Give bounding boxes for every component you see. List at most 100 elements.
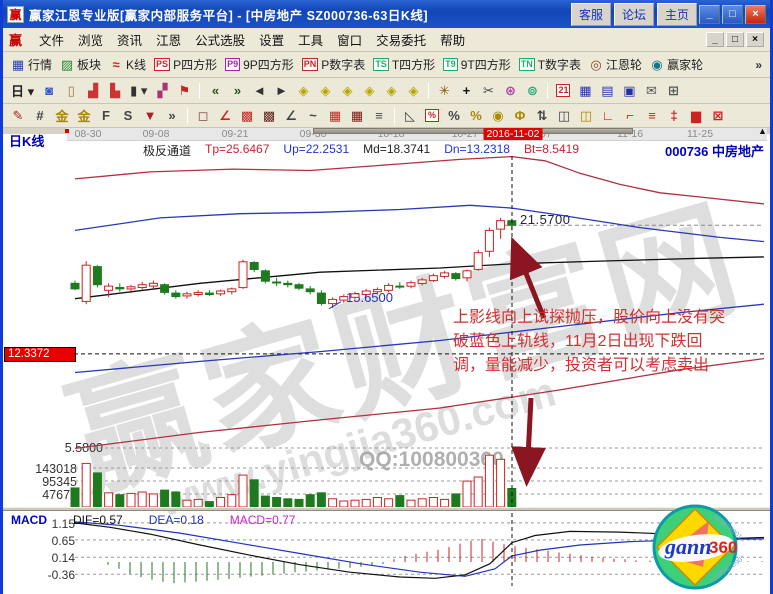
diamond-expand-icon[interactable]: ◈ [402,82,424,100]
multi-line-tool[interactable]: ≡ [641,107,663,124]
marker-tool[interactable]: ▼ [139,107,161,124]
fan-tool[interactable]: ∠ [214,107,236,125]
save-button[interactable]: ▣ [618,82,640,100]
angle-line-tool[interactable]: ∟ [597,107,619,124]
t-number-table-button[interactable]: TN T数字表 [515,55,585,74]
channel-tool[interactable]: ‡ [663,107,685,124]
pen-tool[interactable]: ✎ [7,107,29,125]
nine-t-square-button[interactable]: T9 9T四方形 [439,55,515,74]
menu-资讯[interactable]: 资讯 [117,34,143,48]
p-square-button[interactable]: PS P四方形 [150,55,221,74]
angle-tool[interactable]: ∠ [280,107,302,125]
nine-p-square-button[interactable]: P9 9P四方形 [221,55,298,74]
band-tool[interactable]: ◫ [553,107,575,125]
gann-flower-tool[interactable]: ⊛ [499,82,521,100]
winner-wheel-button[interactable]: ◉ 赢家轮 [646,55,707,74]
next-button[interactable]: ► [270,82,292,99]
menu-浏览[interactable]: 浏览 [78,34,104,48]
hand-tool[interactable]: ✳ [433,82,455,100]
golden-band-tool[interactable]: ◫ [575,107,597,125]
pattern-icon[interactable]: ▞ [151,82,173,100]
diamond-left-icon[interactable]: ◈ [292,82,314,100]
menu-工具[interactable]: 工具 [298,34,324,48]
close-button[interactable]: × [745,4,766,24]
close-box-tool[interactable]: ⊠ [707,107,729,125]
knot-tool[interactable]: ⊚ [521,82,543,100]
diamond-horizontal-icon[interactable]: ◈ [336,82,358,100]
sectors-button[interactable]: ▨ 板块 [56,55,105,74]
forum-button[interactable]: 论坛 [613,2,654,26]
menu-文件[interactable]: 文件 [39,34,65,48]
report-button[interactable]: ▤ [596,82,618,100]
mail-button[interactable]: ✉ [640,82,662,100]
homepage-button[interactable]: 主页 [656,2,697,26]
golden-circle-tool[interactable]: ◉ [487,107,509,125]
mdi-restore-button[interactable]: □ [726,32,744,47]
box-tool[interactable]: ◻ [192,107,214,125]
menu-设置[interactable]: 设置 [259,34,285,48]
clipboard-icon[interactable]: ▯ [60,82,82,100]
title-bar: 赢 赢家江恩专业版[赢家内部服务平台] - [中房地产 SZ000736-63日… [3,0,770,28]
chart-area[interactable]: 赢家财富网 www.yingjia360.com 日K线 08-30 09-08 0… [3,128,770,594]
hatch-tool[interactable]: ≡ [368,107,390,124]
mdi-minimize-button[interactable]: _ [706,32,724,47]
more-draw-tools[interactable]: » [161,107,183,124]
percent-tool[interactable]: % [443,107,465,124]
maximize-button[interactable]: □ [722,4,743,24]
measure-tool[interactable]: ✂ [477,82,499,100]
golden-grid-tool[interactable]: 金 [51,105,73,126]
minimize-button[interactable]: _ [699,4,720,24]
percent-gold-tool[interactable]: % [465,107,487,124]
calculator-button[interactable]: ▦ [574,82,596,100]
t-square-button[interactable]: TS T四方形 [369,55,439,74]
indicator-params: 极反通道 Tp=25.6467 Up=22.2531 Md=18.3741 Dn=13.… [143,142,579,159]
mdi-close-button[interactable]: × [746,32,764,47]
updown-tool[interactable]: ⇅ [531,107,553,125]
zoom-tool-icon[interactable]: ◙ [38,82,60,99]
ruler-tool[interactable]: ◺ [399,107,421,125]
menu-江恩[interactable]: 江恩 [156,34,182,48]
solid-box-tool[interactable]: ▆ [685,107,707,125]
scroll-up-icon[interactable]: ▲ [758,128,767,136]
crosshair-tool[interactable]: + [455,82,477,99]
period-selector[interactable]: 日 ▾ [7,80,38,101]
flag-icon[interactable]: ⚑ [173,82,195,100]
trade-truck-button[interactable]: ⊞ [662,82,684,100]
diamond-star-icon[interactable]: ◈ [358,82,380,100]
golden-grid2-tool[interactable]: 金 [73,105,95,126]
golden-section-tool[interactable]: Φ [509,107,531,124]
f-line-tool[interactable]: ⌐ [619,107,641,124]
calendar-button[interactable]: 21 [552,83,574,98]
quotes-button[interactable]: ▦ 行情 [7,55,56,74]
f-grid-tool-icon: F [102,108,110,123]
kline-button[interactable]: ≈ K线 [105,55,150,74]
diamond-vertical-icon[interactable]: ◈ [380,82,402,100]
gann-wheel-button[interactable]: ◎ 江恩轮 [585,55,646,74]
last-button[interactable]: » [226,82,248,99]
more-draw-tools-icon: » [168,108,176,123]
wave-tool[interactable]: ~ [302,107,324,124]
menu-交易委托[interactable]: 交易委托 [376,34,427,48]
grid-red-tool[interactable]: ▦ [324,107,346,125]
prev-button[interactable]: ◄ [248,82,270,99]
scrollbar-thumb[interactable] [313,128,633,134]
shape-dark-tool[interactable]: ▩ [258,107,280,125]
toolbar-more-button[interactable]: » [755,57,762,72]
spiral-tool[interactable]: S [117,107,139,124]
diamond-right-icon[interactable]: ◈ [314,82,336,100]
menu-帮助[interactable]: 帮助 [440,34,466,48]
f-grid-tool[interactable]: F [95,107,117,124]
candle-style-selector[interactable]: ▮ ▾ [126,82,151,100]
menu-窗口[interactable]: 窗口 [337,34,363,48]
customer-service-button[interactable]: 客服 [570,2,611,26]
p-number-table-button[interactable]: PN P数字表 [298,55,370,74]
chart3-icon[interactable]: ▟ [82,82,104,100]
grid-tool[interactable]: # [29,107,51,124]
chart9-icon[interactable]: ▙ [104,82,126,100]
shape-tool[interactable]: ▩ [236,107,258,125]
first-button[interactable]: « [204,82,226,99]
menu-公式选股[interactable]: 公式选股 [195,34,246,48]
percent-box-tool[interactable]: % [421,108,443,123]
kline-chart-canvas[interactable] [3,128,770,594]
grid-dark-tool[interactable]: ▦ [346,107,368,125]
